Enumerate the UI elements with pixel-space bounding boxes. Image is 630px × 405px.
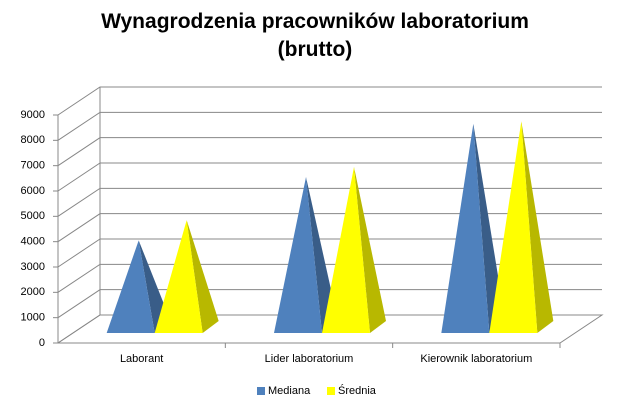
y-tick-label: 0 (39, 337, 45, 349)
grid-line (57, 111, 602, 141)
grid-line (57, 263, 602, 293)
legend-label: Mediana (268, 385, 311, 397)
y-tick-label: 4000 (21, 236, 45, 248)
grid-line (57, 162, 602, 192)
y-tick-label: 2000 (21, 286, 45, 298)
chart-title: Wynagrodzenia pracowników laboratorium (… (101, 10, 529, 61)
pyramid-front (106, 240, 155, 333)
y-tick-label: 1000 (21, 312, 45, 324)
y-tick-label: 7000 (21, 160, 45, 172)
grid-line (57, 137, 602, 167)
y-tick-label: 9000 (21, 109, 45, 121)
pyramid-front (154, 220, 203, 333)
x-tick-label: Laborant (120, 353, 163, 365)
pyramid (154, 220, 219, 333)
legend-label: Średnia (338, 384, 377, 397)
grid-line (57, 213, 602, 243)
grid-line (57, 238, 602, 268)
pyramid (489, 121, 554, 334)
grid-line (57, 187, 602, 217)
y-tick-label: 5000 (21, 210, 45, 222)
grid-line (57, 314, 602, 344)
legend-swatch (327, 387, 335, 395)
pyramid-side (521, 121, 554, 334)
pyramid-side (186, 220, 219, 333)
pyramid-front (441, 123, 490, 333)
y-tick-label: 8000 (21, 134, 45, 146)
pyramid-front (274, 177, 322, 333)
pyramid-front (489, 121, 538, 334)
grid-line (57, 289, 602, 319)
y-tick-label: 6000 (21, 185, 45, 197)
x-tick-label: Lider laboratorium (265, 353, 354, 365)
pyramid (322, 166, 386, 333)
pyramid-front (322, 166, 370, 333)
y-tick-label: 3000 (21, 261, 45, 273)
pyramid-side (354, 166, 386, 333)
legend-swatch (257, 387, 265, 395)
x-tick-label: Kierownik laboratorium (420, 353, 532, 365)
grid-line (57, 86, 602, 116)
